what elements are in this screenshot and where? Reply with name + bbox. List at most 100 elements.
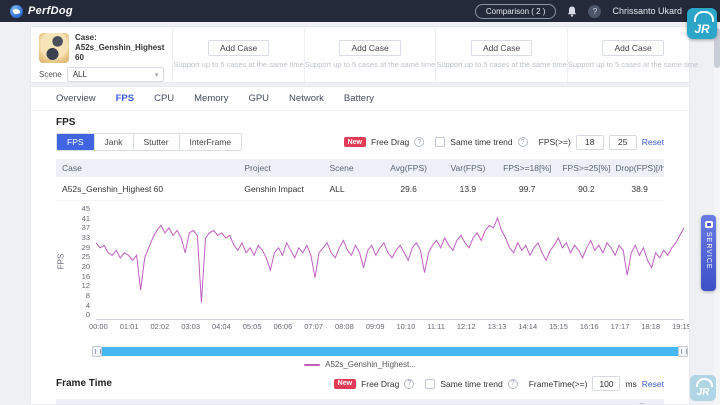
scene-select-value: ALL bbox=[72, 70, 87, 79]
frametime-filter-label: FrameTime(>=) bbox=[528, 378, 588, 389]
add-case-button[interactable]: Add Case bbox=[470, 40, 533, 56]
top-bar: PerfDog Comparison ( 2 ) ? Chrissanto Uk… bbox=[0, 0, 720, 22]
perfdog-logo-icon bbox=[10, 4, 23, 18]
tick-label: 06:06 bbox=[273, 322, 293, 331]
tick-label: 14:14 bbox=[518, 322, 538, 331]
free-drag-label: Free Drag bbox=[371, 137, 410, 147]
same-time-trend-help-icon[interactable]: ? bbox=[507, 378, 518, 389]
jr-watermark-top: JR bbox=[687, 8, 717, 39]
tick-label: 12 bbox=[81, 281, 90, 291]
add-case-button[interactable]: Add Case bbox=[207, 40, 270, 56]
tab-gpu[interactable]: GPU bbox=[248, 93, 270, 104]
free-drag-label: Free Drag bbox=[361, 378, 400, 389]
fps-plot-area[interactable] bbox=[96, 208, 684, 320]
frametime-reset-link[interactable]: Reset bbox=[641, 378, 664, 389]
add-case-button[interactable]: Add Case bbox=[339, 40, 401, 56]
chart-legend[interactable]: A52s_Genshin_Highest... bbox=[56, 360, 664, 369]
fps-col-case: Case bbox=[62, 163, 82, 173]
cell-project: Genshin Impact bbox=[244, 183, 304, 194]
tick-label: 4 bbox=[85, 300, 90, 310]
tick-label: 25 bbox=[81, 252, 90, 262]
time-range-slider[interactable] bbox=[92, 346, 688, 357]
tick-label: 07:07 bbox=[304, 322, 324, 331]
metric-tabs: Overview FPS CPU Memory GPU Network Batt… bbox=[31, 87, 689, 111]
username[interactable]: Chrissanto Ukard bbox=[612, 6, 682, 16]
cell-fps-ge18: 99.7 bbox=[518, 183, 536, 194]
add-case-hint: Support up to 5 cases at the same time bbox=[436, 60, 567, 69]
slider-handle-left[interactable] bbox=[92, 346, 102, 357]
cell-var-fps: 13.9 bbox=[459, 183, 477, 194]
x-axis-ticks: 00:00 01:01 02:02 03:03 04:04 05:05 06:06 07:07… bbox=[89, 322, 690, 331]
tick-label: 05:05 bbox=[242, 322, 262, 331]
fps-min-input[interactable] bbox=[575, 134, 604, 150]
tick-label: 10:10 bbox=[396, 322, 416, 331]
add-case-slot: Add Case Support up to 5 cases at the sa… bbox=[435, 27, 567, 82]
subtab-fps[interactable]: FPS bbox=[57, 134, 94, 150]
comparison-button[interactable]: Comparison ( 2 ) bbox=[474, 3, 557, 19]
add-case-button[interactable]: Add Case bbox=[602, 40, 664, 56]
tab-fps[interactable]: FPS bbox=[115, 93, 135, 104]
subtab-stutter[interactable]: Stutter bbox=[132, 134, 179, 150]
scene-select[interactable]: ALL ▾ bbox=[66, 67, 165, 82]
ft-col-project: Project bbox=[238, 403, 323, 404]
tick-label: 15:15 bbox=[549, 322, 568, 331]
fps-max-input[interactable] bbox=[608, 134, 637, 150]
tick-label: 00:00 bbox=[89, 322, 108, 331]
same-time-trend-checkbox[interactable] bbox=[435, 137, 446, 147]
fps-col-ge18: FPS>=18[%] bbox=[503, 163, 552, 173]
add-case-slot: Add Case Support up to 5 cases at the sa… bbox=[303, 27, 436, 82]
fps-col-drop-label: Drop(FPS)[/h] bbox=[615, 163, 664, 173]
tab-cpu[interactable]: CPU bbox=[154, 93, 175, 104]
tick-label: 01:01 bbox=[119, 322, 139, 331]
fps-reset-link[interactable]: Reset bbox=[641, 137, 664, 147]
fps-subtabs: FPS Jank Stutter InterFrame bbox=[56, 133, 243, 151]
scrollbar-thumb[interactable] bbox=[714, 28, 720, 68]
tick-label: 41 bbox=[81, 213, 90, 223]
fps-filter-label: FPS(>=) bbox=[538, 137, 571, 147]
tab-network[interactable]: Network bbox=[289, 93, 324, 104]
tick-label: 33 bbox=[81, 233, 90, 243]
frametime-input[interactable] bbox=[592, 376, 621, 391]
subtab-interframe[interactable]: InterFrame bbox=[178, 134, 242, 150]
jr-watermark-bottom: JR bbox=[690, 375, 716, 401]
brand-title: PerfDog bbox=[28, 5, 73, 17]
free-drag-help-icon[interactable]: ? bbox=[404, 378, 415, 389]
tab-memory[interactable]: Memory bbox=[194, 93, 229, 104]
help-icon[interactable]: ? bbox=[588, 4, 602, 18]
customer-service-icon bbox=[704, 221, 713, 228]
page-scrollbar[interactable] bbox=[714, 22, 720, 405]
tick-label: 19:19 bbox=[672, 322, 690, 331]
fps-col-avg: Avg(FPS) bbox=[390, 163, 427, 173]
cell-case: A52s_Genshin_Highest 60 bbox=[62, 183, 164, 194]
slider-handle-right[interactable] bbox=[678, 346, 688, 357]
tick-label: 29 bbox=[81, 242, 90, 252]
same-time-trend-label: Same time trend bbox=[450, 137, 513, 147]
tab-battery[interactable]: Battery bbox=[343, 93, 374, 104]
tick-label: 08:08 bbox=[335, 322, 354, 331]
free-drag-help-icon[interactable]: ? bbox=[414, 137, 425, 147]
cases-row: Case: A52s_Genshin_Highest 60 Scene ALL … bbox=[30, 26, 698, 83]
notifications-bell-icon[interactable] bbox=[567, 6, 577, 17]
tick-label: 16 bbox=[81, 271, 90, 281]
y-axis-label: FPS bbox=[56, 253, 66, 270]
add-case-hint: Support up to 5 cases at the same time bbox=[304, 60, 436, 69]
fps-col-drop: Drop(FPS)[/h] ? bbox=[615, 163, 664, 173]
fps-table-row: A52s_Genshin_Highest 60 Genshin Impact A… bbox=[56, 177, 664, 201]
tick-label: 8 bbox=[85, 291, 90, 301]
case-card: Case: A52s_Genshin_Highest 60 Scene ALL … bbox=[31, 27, 172, 82]
tab-overview[interactable]: Overview bbox=[56, 93, 96, 104]
fps-col-project: Project bbox=[244, 163, 271, 173]
cell-drop-fps: 38.9 bbox=[631, 183, 648, 194]
new-badge: New bbox=[333, 378, 357, 389]
tick-label: 11:11 bbox=[427, 322, 445, 331]
service-tab[interactable]: SERVICE bbox=[701, 215, 716, 291]
service-tab-label: SERVICE bbox=[705, 232, 712, 270]
same-time-trend-help-icon[interactable]: ? bbox=[517, 137, 528, 147]
legend-line-swatch bbox=[304, 363, 321, 366]
case-title: Case: A52s_Genshin_Highest 60 bbox=[75, 33, 165, 62]
tick-label: 45 bbox=[81, 204, 90, 213]
same-time-trend-checkbox[interactable] bbox=[425, 378, 436, 389]
subtab-jank[interactable]: Jank bbox=[93, 134, 133, 150]
tick-label: 16:16 bbox=[579, 322, 599, 331]
